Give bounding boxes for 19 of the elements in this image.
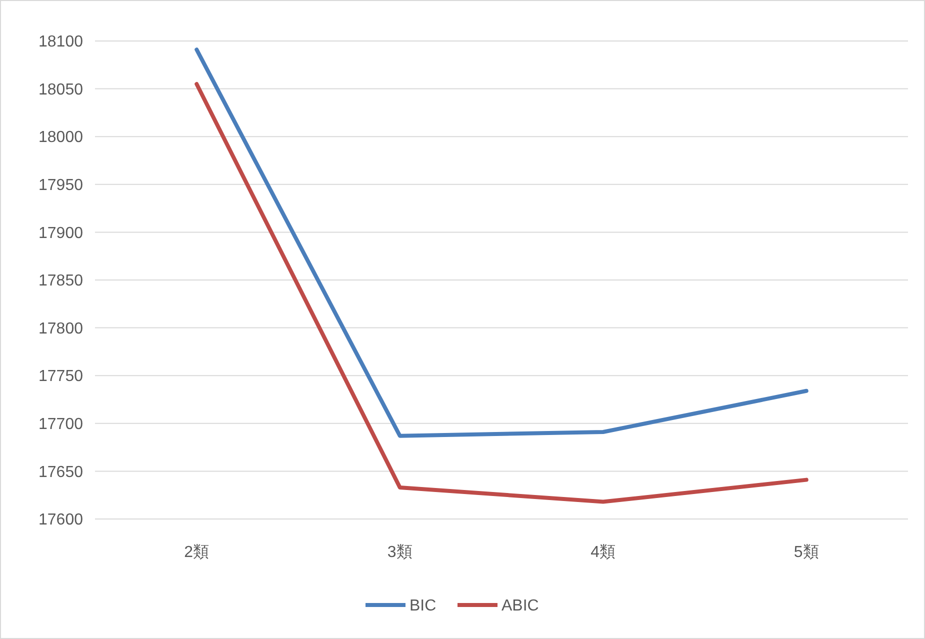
x-tick-label: 2類 [184, 543, 210, 561]
legend-label: BIC [410, 598, 436, 615]
y-tick-label: 17950 [38, 177, 84, 194]
y-tick-label: 17750 [38, 368, 84, 386]
line-series [194, 48, 808, 438]
y-tick-label: 18000 [38, 129, 84, 146]
y-tick-label: 18100 [38, 34, 84, 51]
line-series [194, 82, 808, 504]
y-tick-label: 17700 [38, 416, 84, 433]
legend-label: ABIC [502, 598, 539, 615]
x-tick-label: 5類 [794, 543, 819, 561]
x-tick-label: 3類 [387, 543, 412, 561]
y-tick-label: 17850 [38, 272, 84, 290]
y-tick-label: 18050 [38, 81, 84, 98]
x-tick-label: 4類 [590, 543, 616, 561]
y-tick-label: 17600 [38, 512, 84, 529]
y-tick-label: 17900 [38, 224, 84, 242]
y-tick-label: 17650 [38, 464, 84, 481]
y-tick-label: 17800 [38, 320, 84, 338]
